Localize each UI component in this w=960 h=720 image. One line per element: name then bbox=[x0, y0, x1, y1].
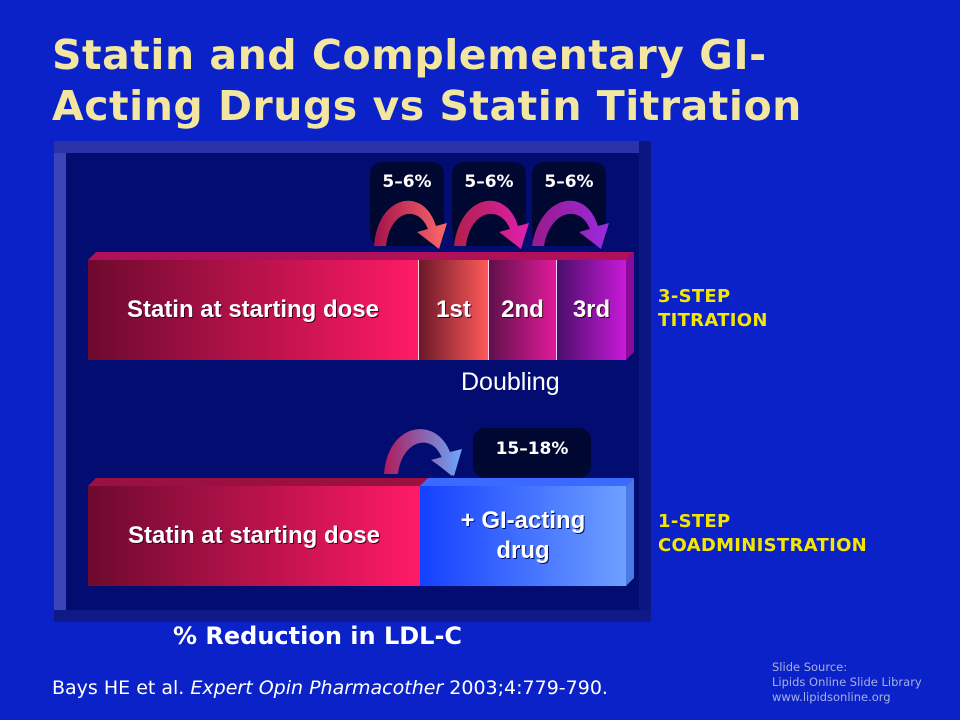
slide-title: Statin and Complementary GI- Acting Drug… bbox=[52, 30, 932, 132]
coadmin-base-segment: Statin at starting dose bbox=[88, 486, 420, 586]
source-line-2: Lipids Online Slide Library bbox=[772, 675, 922, 689]
coadmin-bar-top-blue bbox=[420, 478, 634, 486]
titration-bar-top bbox=[88, 252, 634, 260]
titration-base-segment: Statin at starting dose bbox=[88, 260, 418, 360]
titration-bar-side bbox=[626, 252, 634, 360]
titration-side-label: 3-STEP TITRATION bbox=[658, 285, 768, 333]
gi-label-line-2: drug bbox=[496, 537, 550, 564]
panel-bevel-right bbox=[639, 141, 651, 622]
titration-side-label-line-2: TITRATION bbox=[658, 310, 768, 331]
coadmin-gi-segment: + GI-acting drug bbox=[420, 486, 626, 586]
coadmin-bar: Statin at starting dose + GI-acting drug bbox=[88, 486, 626, 586]
source-line-1: Slide Source: bbox=[772, 660, 848, 674]
coadmin-side-label: 1-STEP COADMINISTRATION bbox=[658, 510, 867, 558]
titration-side-label-line-1: 3-STEP bbox=[658, 286, 731, 307]
citation-ref: 2003;4:779-790. bbox=[449, 677, 608, 699]
citation-authors: Bays HE et al. bbox=[52, 677, 185, 699]
arrow-step-3-front-icon bbox=[532, 200, 609, 249]
panel-bevel-bottom bbox=[54, 610, 651, 622]
panel-bevel-top bbox=[54, 141, 651, 153]
titration-step-2: 2nd bbox=[488, 260, 556, 360]
slide-source: Slide Source: Lipids Online Slide Librar… bbox=[772, 660, 922, 705]
gi-label-line-1: + GI-acting bbox=[460, 507, 586, 534]
coadmin-side-label-line-1: 1-STEP bbox=[658, 511, 731, 532]
title-line-1: Statin and Complementary GI- bbox=[52, 31, 767, 79]
arrow-step-2-front-icon bbox=[454, 200, 529, 249]
panel-bevel-left bbox=[54, 141, 66, 622]
coadmin-side-label-line-2: COADMINISTRATION bbox=[658, 535, 868, 556]
doubling-label: Doubling bbox=[461, 368, 560, 396]
title-line-2: Acting Drugs vs Statin Titration bbox=[52, 82, 802, 130]
x-axis-label: % Reduction in LDL-C bbox=[173, 622, 463, 650]
increment-box-coadmin: 15–18% bbox=[473, 428, 591, 478]
source-line-3: www.lipidsonline.org bbox=[772, 690, 891, 704]
citation-journal: Expert Opin Pharmacother bbox=[190, 677, 444, 699]
titration-step-1: 1st bbox=[418, 260, 488, 360]
coadmin-bar-side bbox=[626, 478, 634, 586]
citation: Bays HE et al. Expert Opin Pharmacother … bbox=[52, 677, 608, 699]
titration-bar: Statin at starting dose 1st 2nd 3rd bbox=[88, 260, 626, 360]
arrow-coadmin-front-icon bbox=[384, 429, 462, 476]
arrow-step-1-front-icon bbox=[374, 200, 447, 249]
titration-step-3: 3rd bbox=[556, 260, 626, 360]
